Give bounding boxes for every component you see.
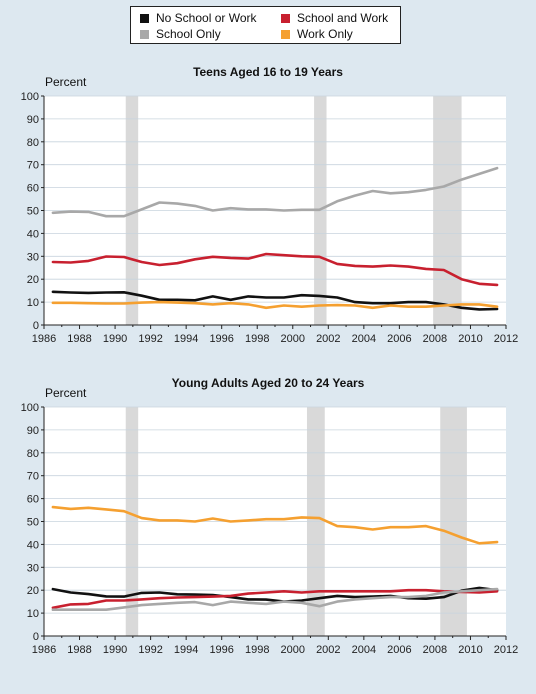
- y-tick-label: 50: [27, 206, 39, 218]
- x-tick-label: 2006: [387, 644, 411, 656]
- young-adults-chart-title: Young Adults Aged 20 to 24 Years: [171, 376, 365, 390]
- y-tick-label: 90: [27, 425, 39, 437]
- x-tick-label: 2004: [352, 333, 376, 345]
- x-tick-label: 1992: [138, 644, 162, 656]
- y-tick-label: 90: [27, 114, 39, 126]
- teens-series-line-no-school-or-work: [51, 290, 499, 311]
- x-tick-label: 1986: [32, 644, 56, 656]
- y-tick-label: 100: [21, 402, 39, 414]
- legend-label: School Only: [156, 27, 221, 41]
- y-tick-label: 80: [27, 137, 39, 149]
- legend-item-school-only: School Only: [140, 26, 221, 42]
- y-tick-label: 100: [21, 91, 39, 103]
- y-tick-label: 0: [33, 631, 39, 643]
- legend-label: No School or Work: [156, 11, 257, 25]
- legend: No School or Work School and Work School…: [130, 6, 401, 44]
- x-tick-label: 1996: [209, 644, 233, 656]
- legend-item-work-only: Work Only: [281, 26, 353, 42]
- y-tick-label: 30: [27, 562, 39, 574]
- x-tick-label: 1990: [103, 333, 127, 345]
- teens-series-line-work-only: [51, 300, 499, 310]
- young-adults-series-line-school-and-work: [51, 588, 499, 610]
- legend-item-no-school-or-work: No School or Work: [140, 10, 256, 26]
- x-tick-label: 1988: [67, 644, 91, 656]
- y-tick-label: 10: [27, 297, 39, 309]
- y-tick-label: 10: [27, 608, 39, 620]
- x-tick-label: 2000: [281, 333, 305, 345]
- legend-label: Work Only: [297, 27, 353, 41]
- young-adults-series-line-work-only: [51, 505, 499, 545]
- y-tick-label: 40: [27, 228, 39, 240]
- legend-label: School and Work: [297, 11, 389, 25]
- legend-swatch: [140, 13, 149, 23]
- x-tick-label: 1996: [209, 333, 233, 345]
- legend-swatch: [281, 29, 290, 39]
- teens-series-line-school-and-work: [51, 252, 499, 287]
- young-adults-y-axis-label: Percent: [45, 386, 87, 400]
- x-tick-label: 1990: [103, 644, 127, 656]
- x-tick-label: 2006: [387, 333, 411, 345]
- legend-item-school-and-work: School and Work: [281, 10, 388, 26]
- x-tick-label: 1994: [174, 644, 198, 656]
- x-tick-label: 2010: [458, 644, 482, 656]
- y-tick-label: 30: [27, 251, 39, 263]
- x-tick-label: 2004: [352, 644, 376, 656]
- y-tick-label: 70: [27, 160, 39, 172]
- x-tick-label: 1992: [138, 333, 162, 345]
- teens-chart-title: Teens Aged 16 to 19 Years: [193, 65, 343, 79]
- x-tick-label: 1994: [174, 333, 198, 345]
- x-tick-label: 2012: [494, 333, 518, 345]
- young-adults-series-line-school-only: [51, 587, 499, 612]
- y-tick-label: 70: [27, 471, 39, 483]
- young-adults-series-line-no-school-or-work: [51, 586, 499, 603]
- y-tick-label: 50: [27, 517, 39, 529]
- y-tick-label: 60: [27, 494, 39, 506]
- x-tick-label: 2002: [316, 333, 340, 345]
- x-tick-label: 1998: [245, 333, 269, 345]
- legend-swatch: [140, 29, 149, 39]
- legend-swatch: [281, 13, 290, 23]
- x-tick-label: 2008: [423, 644, 447, 656]
- x-tick-label: 1988: [67, 333, 91, 345]
- y-tick-label: 0: [33, 320, 39, 332]
- teens-series-line-school-only: [51, 166, 499, 218]
- x-tick-label: 2000: [281, 644, 305, 656]
- teens-chart: 0 10 20 30 40 50 60 70 80 90 100 1986 1988 1990 1992 19…: [21, 91, 519, 345]
- y-tick-label: 20: [27, 585, 39, 597]
- teens-y-axis-label: Percent: [45, 75, 87, 89]
- x-tick-label: 2012: [494, 644, 518, 656]
- x-tick-label: 2002: [316, 644, 340, 656]
- y-tick-label: 60: [27, 183, 39, 195]
- y-tick-label: 40: [27, 539, 39, 551]
- x-tick-label: 2010: [458, 333, 482, 345]
- y-tick-label: 80: [27, 448, 39, 460]
- x-tick-label: 2008: [423, 333, 447, 345]
- x-tick-label: 1986: [32, 333, 56, 345]
- y-tick-label: 20: [27, 274, 39, 286]
- x-tick-label: 1998: [245, 644, 269, 656]
